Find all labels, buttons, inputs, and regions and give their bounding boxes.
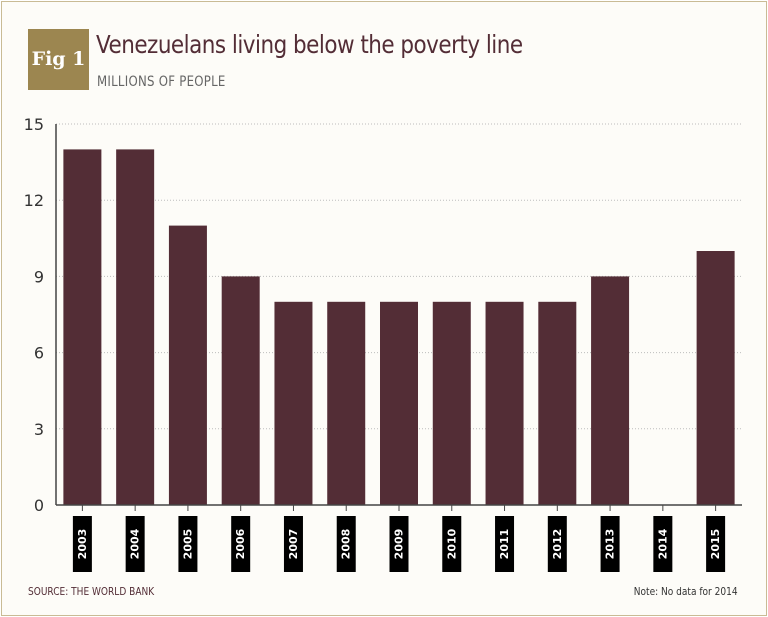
x-tick-labels: 2003 2004 2005 2006 2007 2008 2009 2010 2011 2012… bbox=[72, 516, 726, 572]
y-tick-label: 12 bbox=[24, 191, 44, 210]
chart-title: Venezuelans living below the poverty lin… bbox=[96, 30, 523, 59]
bar-2015 bbox=[696, 251, 735, 505]
bar-2013 bbox=[591, 276, 630, 505]
x-label-box bbox=[442, 516, 462, 572]
x-label-box bbox=[706, 516, 726, 572]
x-tick-label: 2009 bbox=[393, 529, 406, 560]
bar-2006 bbox=[221, 276, 260, 505]
bar-2009 bbox=[380, 301, 418, 505]
x-tick-label: 2003 bbox=[76, 529, 89, 560]
x-label-box bbox=[389, 516, 409, 572]
bar-2004 bbox=[116, 149, 155, 505]
y-tick-labels: 0 3 6 9 12 15 bbox=[24, 115, 44, 515]
x-label-box bbox=[178, 516, 198, 572]
x-tick-label: 2011 bbox=[498, 529, 511, 560]
chart-subtitle: MILLIONS OF PEOPLE bbox=[97, 74, 226, 90]
bar-2003 bbox=[63, 149, 102, 505]
y-tick-label: 15 bbox=[24, 115, 44, 134]
x-label-box bbox=[495, 516, 515, 572]
x-label-box bbox=[547, 516, 567, 572]
x-label-box bbox=[283, 516, 303, 572]
x-label-box bbox=[231, 516, 251, 572]
x-tick-label: 2010 bbox=[445, 528, 458, 559]
bar-2005 bbox=[168, 225, 207, 505]
x-tick-label: 2007 bbox=[287, 529, 300, 560]
bar-2011 bbox=[485, 301, 524, 505]
x-tick-label: 2008 bbox=[340, 529, 353, 560]
x-label-box bbox=[600, 516, 620, 572]
x-label-box bbox=[336, 516, 356, 572]
y-tick-label: 3 bbox=[34, 420, 44, 439]
x-tick-label: 2014 bbox=[656, 528, 669, 559]
axes bbox=[55, 124, 742, 511]
bar-2010 bbox=[432, 301, 471, 505]
x-label-box bbox=[653, 516, 673, 572]
figure-badge: Fig 1 bbox=[28, 29, 89, 90]
data-note: Note: No data for 2014 bbox=[634, 585, 738, 598]
bar-2007 bbox=[274, 301, 313, 505]
bar-2012 bbox=[538, 301, 577, 505]
x-tick-label: 2005 bbox=[181, 529, 194, 560]
x-tick-label: 2004 bbox=[129, 528, 142, 559]
x-tick-label: 2012 bbox=[551, 529, 564, 560]
x-tick-label: 2006 bbox=[234, 528, 247, 559]
x-tick-label: 2013 bbox=[604, 529, 617, 560]
bars bbox=[63, 149, 735, 505]
x-tick-label: 2015 bbox=[709, 529, 722, 560]
source-credit: SOURCE: THE WORLD BANK bbox=[28, 585, 155, 598]
x-label-box bbox=[72, 516, 92, 572]
y-tick-label: 6 bbox=[34, 344, 44, 363]
bar-2008 bbox=[327, 301, 366, 505]
y-tick-label: 0 bbox=[34, 496, 44, 515]
x-label-box bbox=[125, 516, 145, 572]
y-tick-label: 9 bbox=[34, 267, 44, 286]
